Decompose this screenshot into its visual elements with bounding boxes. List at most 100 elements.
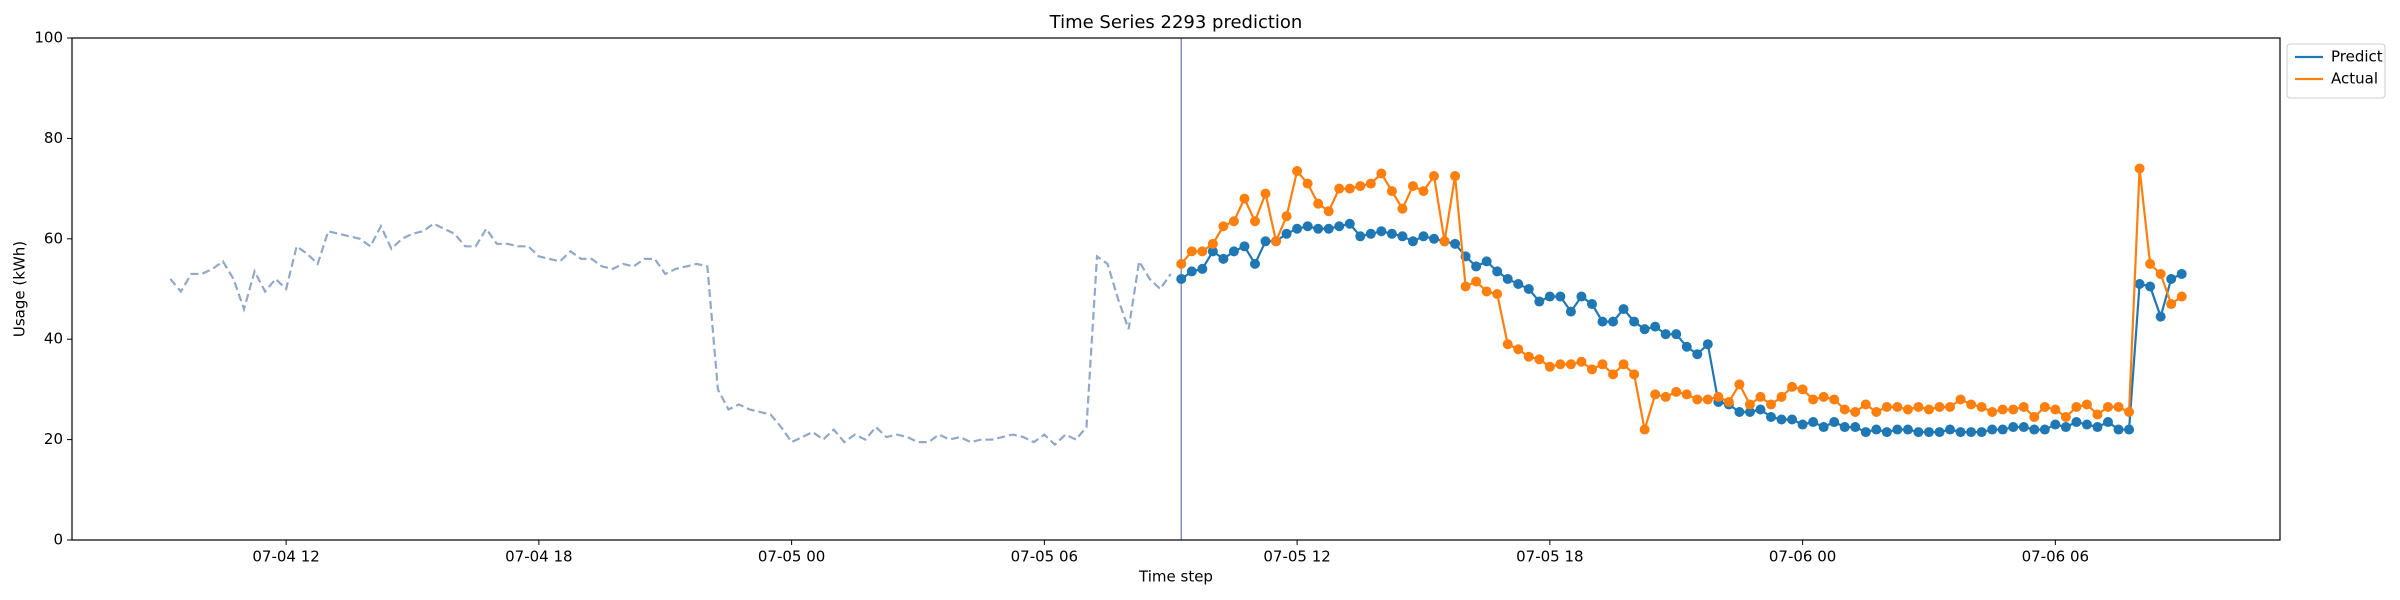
data-point: [1523, 284, 1534, 294]
data-point: [1808, 394, 1819, 405]
data-point: [1934, 401, 1945, 412]
x-tick-label: 07-06 00: [1769, 548, 1836, 566]
data-point: [1923, 404, 1934, 415]
data-point: [1818, 391, 1829, 402]
data-point: [1850, 406, 1861, 417]
data-point: [1639, 424, 1650, 435]
data-point: [2071, 401, 2082, 412]
data-point: [2081, 399, 2092, 410]
data-point: [1386, 186, 1397, 197]
data-point: [2166, 273, 2177, 284]
data-point: [1386, 228, 1397, 239]
data-point: [1650, 321, 1661, 332]
data-point: [2102, 417, 2113, 428]
data-point: [1734, 379, 1745, 390]
data-point: [1808, 417, 1819, 428]
data-point: [1976, 427, 1987, 438]
data-point: [1629, 316, 1640, 327]
data-point: [1881, 401, 1892, 412]
data-point: [1860, 399, 1871, 410]
data-point: [1429, 233, 1440, 244]
data-point: [1197, 263, 1208, 274]
data-point: [1555, 359, 1566, 370]
data-point: [1660, 329, 1671, 340]
data-point: [1249, 216, 1260, 227]
data-point: [1997, 404, 2008, 415]
data-point: [1987, 424, 1998, 435]
series-line: [1180, 222, 2183, 434]
data-point: [1176, 273, 1187, 284]
data-point: [1429, 171, 1440, 182]
data-point: [1534, 296, 1545, 307]
data-point: [1544, 361, 1555, 372]
data-point: [1471, 261, 1482, 272]
data-point: [1218, 221, 1229, 232]
data-point: [1755, 404, 1766, 415]
data-point: [2102, 401, 2113, 412]
data-point: [1197, 246, 1208, 257]
data-point: [1555, 291, 1566, 302]
data-point: [2008, 404, 2019, 415]
data-point: [1176, 258, 1187, 269]
data-point: [1207, 238, 1218, 249]
data-point: [1913, 427, 1924, 438]
data-point: [1397, 231, 1408, 242]
data-point: [1934, 427, 1945, 438]
data-point: [1418, 186, 1429, 197]
data-point: [1513, 344, 1524, 355]
data-point: [1502, 273, 1513, 284]
data-point: [1534, 354, 1545, 365]
data-point: [1450, 238, 1461, 249]
data-point: [2113, 424, 2124, 435]
data-point: [2050, 404, 2061, 415]
data-point: [1576, 291, 1587, 302]
data-point: [1608, 316, 1619, 327]
data-point: [2145, 258, 2156, 269]
data-point: [2092, 409, 2103, 420]
data-point: [1544, 291, 1555, 302]
y-tick-label: 0: [53, 531, 63, 549]
chart-title: Time Series 2293 prediction: [1049, 12, 1303, 33]
data-point: [1355, 181, 1366, 192]
plot-frame: [71, 37, 2281, 541]
data-point: [1744, 399, 1755, 410]
data-point: [1271, 236, 1282, 247]
data-point: [1502, 339, 1513, 350]
data-point: [1618, 304, 1629, 315]
data-point: [1492, 289, 1503, 300]
data-point: [1460, 281, 1471, 292]
data-point: [1723, 396, 1734, 407]
data-point: [1955, 394, 1966, 405]
data-point: [1313, 223, 1324, 234]
x-tick-label: 07-05 06: [1011, 548, 1078, 566]
data-point: [1671, 386, 1682, 397]
data-point: [1945, 424, 1956, 435]
data-point: [2008, 422, 2019, 433]
data-point: [1850, 422, 1861, 433]
data-point: [1923, 427, 1934, 438]
data-point: [1713, 391, 1724, 402]
x-tick-label: 07-05 18: [1516, 548, 1583, 566]
data-point: [1692, 394, 1703, 405]
x-tick-label: 07-06 06: [2022, 548, 2089, 566]
data-point: [1228, 246, 1239, 257]
data-point: [1407, 236, 1418, 247]
data-point: [1239, 241, 1250, 252]
data-point: [2155, 268, 2166, 279]
data-point: [1365, 178, 1376, 189]
data-point: [1365, 228, 1376, 239]
data-point: [1829, 394, 1840, 405]
data-point: [1323, 206, 1334, 217]
data-point: [1576, 356, 1587, 367]
data-point: [2124, 424, 2135, 435]
data-point: [1481, 256, 1492, 267]
y-axis-label: Usage (kWh): [11, 241, 29, 337]
data-point: [1323, 223, 1334, 234]
data-point: [1892, 401, 1903, 412]
data-point: [1797, 384, 1808, 395]
data-point: [1418, 231, 1429, 242]
data-point: [1618, 359, 1629, 370]
data-point: [1871, 406, 1882, 417]
data-point: [2092, 422, 2103, 433]
data-point: [1355, 231, 1366, 242]
